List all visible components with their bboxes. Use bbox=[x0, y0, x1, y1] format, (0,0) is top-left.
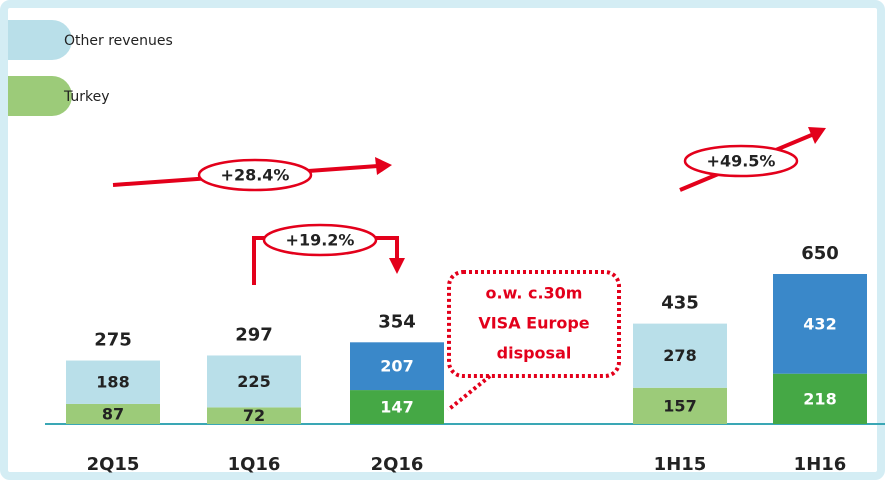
bar-segment bbox=[773, 274, 867, 374]
annotation: +28.4% bbox=[221, 166, 290, 185]
annotation: +19.2% bbox=[286, 231, 355, 250]
value-label: 218 bbox=[803, 389, 836, 408]
total-label: 354 bbox=[378, 311, 416, 332]
bar-segment bbox=[633, 387, 727, 424]
x-tick-label: 1Q16 bbox=[228, 454, 281, 475]
total-label: 297 bbox=[235, 324, 273, 345]
value-label: 278 bbox=[663, 346, 696, 365]
legend-label: Turkey bbox=[63, 89, 110, 105]
total-label: 435 bbox=[661, 293, 699, 314]
legend-label: Other revenues bbox=[64, 33, 173, 49]
value-label: 188 bbox=[96, 373, 129, 392]
x-tick-label: 1H16 bbox=[794, 454, 847, 475]
value-label: 72 bbox=[243, 406, 265, 425]
bar-segment bbox=[633, 323, 727, 388]
value-label: 87 bbox=[102, 404, 124, 423]
x-tick-label: 2Q16 bbox=[371, 454, 424, 475]
bar-segment bbox=[773, 373, 867, 424]
value-label: 147 bbox=[380, 398, 413, 417]
bar-segment bbox=[350, 390, 444, 424]
bar-segment bbox=[207, 355, 301, 408]
value-label: 225 bbox=[237, 372, 270, 391]
legend-swatch bbox=[8, 20, 72, 60]
callout-text: disposal bbox=[497, 344, 572, 363]
annotation: +49.5% bbox=[707, 152, 776, 171]
bar-segment bbox=[66, 360, 160, 404]
total-label: 650 bbox=[801, 243, 839, 264]
callout-text: o.w. c.30m bbox=[486, 284, 583, 303]
bar-segment bbox=[350, 342, 444, 391]
x-tick-label: 2Q15 bbox=[87, 454, 140, 475]
legend-swatch bbox=[8, 76, 72, 116]
value-label: 207 bbox=[380, 357, 413, 376]
value-label: 432 bbox=[803, 314, 836, 333]
value-label: 157 bbox=[663, 396, 696, 415]
callout-text: VISA Europe bbox=[478, 314, 589, 333]
ellipses bbox=[197, 144, 799, 257]
total-label: 275 bbox=[94, 330, 132, 351]
x-tick-label: 1H15 bbox=[654, 454, 707, 475]
arrowheads bbox=[375, 127, 826, 274]
bar-segment bbox=[207, 407, 301, 424]
bar-segment bbox=[66, 403, 160, 424]
callout-box bbox=[447, 270, 621, 378]
